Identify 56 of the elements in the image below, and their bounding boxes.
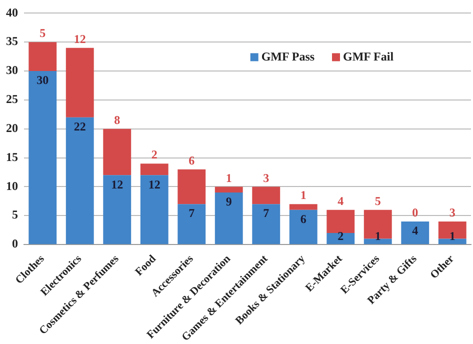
legend-label: GMF Pass bbox=[261, 49, 315, 64]
bar bbox=[103, 175, 132, 244]
y-tick-label: 30 bbox=[6, 63, 18, 78]
bar bbox=[28, 42, 57, 72]
bar bbox=[326, 233, 355, 244]
bar bbox=[252, 204, 280, 244]
data-label: 6 bbox=[300, 212, 306, 226]
bar bbox=[438, 238, 466, 244]
data-label: 12 bbox=[74, 32, 86, 46]
bar bbox=[66, 117, 94, 244]
data-label: 5 bbox=[374, 194, 381, 208]
y-tick-label: 10 bbox=[6, 178, 18, 193]
data-label: 7 bbox=[263, 206, 270, 220]
legend-label: GMF Fail bbox=[343, 49, 394, 64]
y-tick-label: 25 bbox=[6, 92, 18, 106]
y-tick-label: 15 bbox=[6, 150, 18, 164]
bar bbox=[438, 221, 466, 239]
bar bbox=[364, 210, 392, 239]
data-label: 6 bbox=[188, 153, 195, 168]
data-label: 1 bbox=[226, 170, 232, 185]
bar bbox=[178, 169, 206, 204]
bar bbox=[289, 210, 318, 244]
bar bbox=[103, 128, 132, 176]
data-label: 12 bbox=[111, 177, 124, 192]
data-label: 2 bbox=[151, 148, 158, 162]
data-label: 2 bbox=[338, 229, 344, 244]
data-label: 4 bbox=[412, 224, 418, 238]
bar bbox=[289, 204, 318, 210]
bar bbox=[178, 204, 206, 244]
bar bbox=[66, 48, 94, 118]
bar bbox=[214, 186, 243, 193]
data-label: 4 bbox=[338, 194, 344, 208]
y-tick-label: 0 bbox=[12, 236, 18, 251]
data-label: 3 bbox=[263, 170, 270, 185]
bar bbox=[140, 164, 168, 176]
data-label: 9 bbox=[226, 194, 232, 209]
y-tick-label: 35 bbox=[6, 34, 18, 48]
data-label: 5 bbox=[40, 26, 46, 40]
data-label: 12 bbox=[148, 177, 160, 192]
data-label: 7 bbox=[188, 206, 195, 220]
bar bbox=[252, 186, 280, 204]
data-label: 8 bbox=[114, 112, 120, 127]
data-label: 22 bbox=[74, 119, 86, 134]
bar bbox=[214, 192, 243, 244]
y-tick-label: 20 bbox=[6, 120, 18, 135]
y-tick-label: 5 bbox=[12, 208, 18, 222]
data-label: 1 bbox=[300, 188, 306, 202]
bar bbox=[28, 71, 57, 244]
y-tick-label: 40 bbox=[6, 5, 18, 20]
data-label: 0 bbox=[412, 206, 418, 220]
data-label: 3 bbox=[449, 206, 456, 220]
bar bbox=[401, 221, 430, 244]
bar bbox=[364, 238, 392, 244]
data-label: 30 bbox=[36, 73, 49, 88]
bar bbox=[326, 210, 355, 234]
bar bbox=[140, 175, 168, 244]
